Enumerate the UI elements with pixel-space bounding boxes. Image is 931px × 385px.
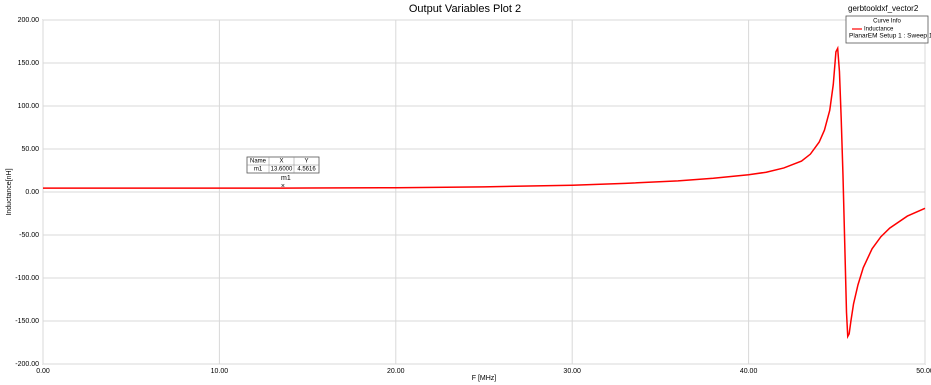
y-tick-label: 0.00 — [25, 189, 39, 196]
chart-title: Output Variables Plot 2 — [409, 3, 521, 15]
y-tick-label: -200.00 — [15, 361, 39, 368]
y-axis-label: Inductance[nH] — [6, 168, 13, 215]
table-header: Y — [304, 159, 308, 165]
y-tick-label: 50.00 — [21, 146, 39, 153]
y-tick-label: -150.00 — [15, 318, 39, 325]
y-tick-label: 100.00 — [18, 103, 40, 110]
legend-label: Inductance — [864, 27, 894, 33]
table-cell: 4.5616 — [297, 167, 316, 173]
series-line — [43, 45, 926, 340]
y-tick-label: 200.00 — [18, 17, 40, 24]
table-header: X — [279, 159, 283, 165]
legend-setup: PlanarEM Setup 1 : Sweep 1 — [849, 33, 931, 40]
x-tick-label: 50.00 — [916, 368, 931, 375]
legend-title: Curve Info — [873, 19, 901, 25]
y-tick-label: 150.00 — [18, 60, 40, 67]
table-header: Name — [250, 159, 267, 165]
marker-label: m1 — [281, 175, 291, 182]
marker-cross: × — [281, 183, 285, 190]
table-cell: 13.6000 — [271, 167, 293, 173]
x-tick-label: 0.00 — [36, 368, 50, 375]
x-tick-label: 30.00 — [563, 368, 581, 375]
x-tick-label: 20.00 — [387, 368, 405, 375]
y-tick-label: -50.00 — [19, 232, 39, 239]
table-cell: m1 — [254, 167, 263, 173]
x-tick-label: 40.00 — [740, 368, 758, 375]
x-tick-label: 10.00 — [211, 368, 229, 375]
x-axis-label: F [MHz] — [472, 375, 497, 382]
design-name: gerbtooldxf_vector2 — [848, 4, 919, 13]
y-tick-label: -100.00 — [15, 275, 39, 282]
